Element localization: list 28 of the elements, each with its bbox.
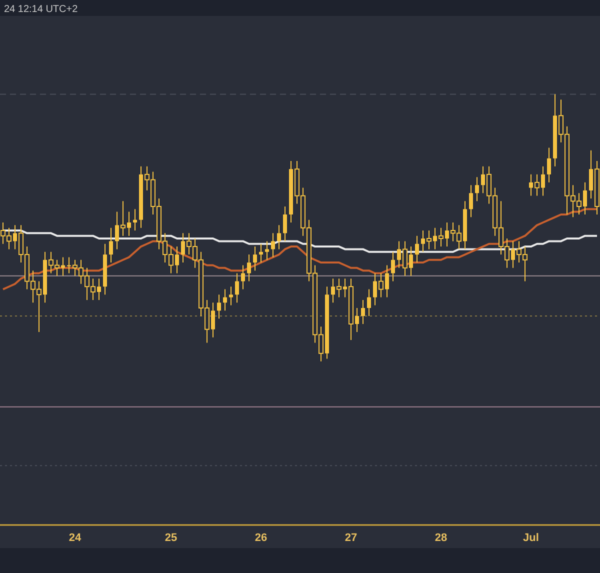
- candlestick: [235, 272, 239, 304]
- candlestick: [361, 299, 365, 325]
- candlestick: [223, 288, 227, 312]
- x-tick-label: 28: [434, 532, 448, 544]
- candlestick: [391, 251, 395, 282]
- candlestick: [469, 184, 473, 218]
- candlestick: [241, 264, 245, 290]
- text: 24 12:14 UTC+2: [4, 4, 78, 15]
- candlestick: [367, 288, 371, 316]
- candlestick: [271, 232, 275, 258]
- x-tick-label: 24: [68, 532, 82, 544]
- candlestick: [217, 294, 221, 320]
- candlestick: [253, 246, 257, 272]
- candlestick: [229, 286, 233, 306]
- x-tick-label: 26: [254, 532, 268, 544]
- candlestick: [265, 240, 269, 260]
- candlestick: [109, 227, 113, 264]
- x-tick-label: Jul: [523, 532, 539, 544]
- x-tick-label: 25: [164, 532, 178, 544]
- candlestick: [277, 224, 281, 250]
- candlestick: [247, 254, 251, 282]
- candlestick: [283, 206, 287, 242]
- x-tick-label: 27: [344, 532, 358, 544]
- candlestick: [475, 176, 479, 202]
- candlestick: [133, 208, 137, 232]
- candlestick: [259, 243, 263, 264]
- candlestick: [547, 147, 551, 183]
- candlestick: [415, 235, 419, 264]
